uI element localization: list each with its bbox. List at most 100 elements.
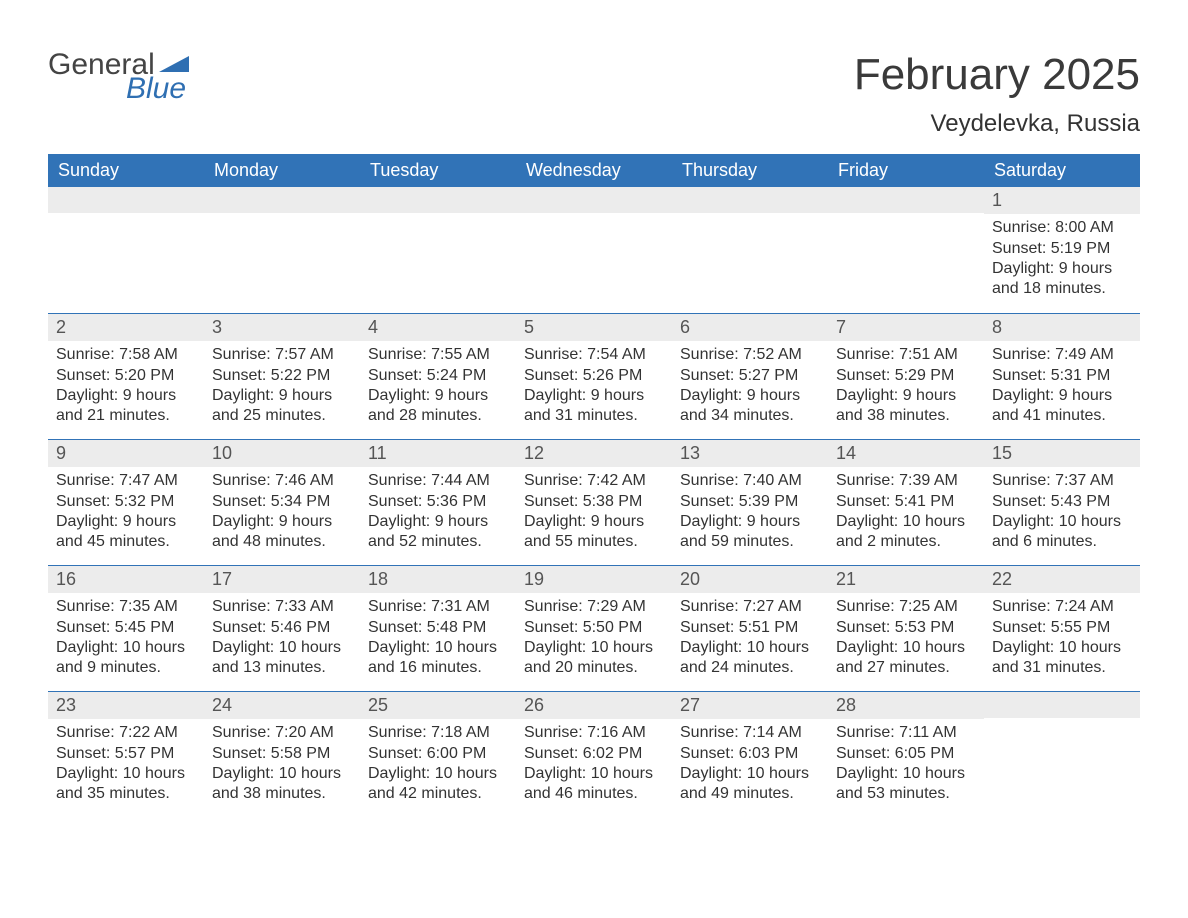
day-details: Sunrise: 7:57 AMSunset: 5:22 PMDaylight:… <box>212 345 352 427</box>
calendar-day-cell: 26Sunrise: 7:16 AMSunset: 6:02 PMDayligh… <box>516 692 672 817</box>
calendar-day-cell: 2 Sunrise: 7:58 AMSunset: 5:20 PMDaylight… <box>48 314 204 439</box>
sunrise-text: Sunrise: 7:11 AM <box>836 723 976 743</box>
calendar-day-cell: 11 Sunrise: 7:44 AMSunset: 5:36 PMDayligh… <box>360 440 516 565</box>
sunset-text: Sunset: 5:24 PM <box>368 366 508 386</box>
calendar-day-cell: 27Sunrise: 7:14 AMSunset: 6:03 PMDayligh… <box>672 692 828 817</box>
daylight-text: Daylight: 9 hours and 52 minutes. <box>368 512 508 553</box>
calendar-week-row: 23Sunrise: 7:22 AMSunset: 5:57 PMDayligh… <box>48 691 1140 817</box>
daylight-text: Daylight: 9 hours and 25 minutes. <box>212 386 352 427</box>
daylight-text: Daylight: 10 hours and 38 minutes. <box>212 764 352 805</box>
location-label: Veydelevka, Russia <box>854 110 1140 138</box>
sunset-text: Sunset: 5:22 PM <box>212 366 352 386</box>
day-number: 4 <box>360 314 516 341</box>
sunset-text: Sunset: 6:02 PM <box>524 744 664 764</box>
day-number: 3 <box>204 314 360 341</box>
day-details: Sunrise: 7:33 AMSunset: 5:46 PMDaylight:… <box>212 597 352 679</box>
sunrise-text: Sunrise: 7:52 AM <box>680 345 820 365</box>
day-details: Sunrise: 7:31 AMSunset: 5:48 PMDaylight:… <box>368 597 508 679</box>
brand-word2: Blue <box>126 74 186 104</box>
day-number <box>984 692 1140 718</box>
sunset-text: Sunset: 6:03 PM <box>680 744 820 764</box>
day-number: 21 <box>828 566 984 593</box>
sunrise-text: Sunrise: 7:46 AM <box>212 471 352 491</box>
day-details: Sunrise: 7:35 AMSunset: 5:45 PMDaylight:… <box>56 597 196 679</box>
calendar-day-cell <box>984 692 1140 817</box>
sunset-text: Sunset: 5:48 PM <box>368 618 508 638</box>
daylight-text: Daylight: 10 hours and 13 minutes. <box>212 638 352 679</box>
day-number: 25 <box>360 692 516 719</box>
day-details: Sunrise: 7:20 AMSunset: 5:58 PMDaylight:… <box>212 723 352 805</box>
day-details: Sunrise: 7:44 AMSunset: 5:36 PMDaylight:… <box>368 471 508 553</box>
daylight-text: Daylight: 9 hours and 34 minutes. <box>680 386 820 427</box>
day-number: 8 <box>984 314 1140 341</box>
calendar-week-row: 16 Sunrise: 7:35 AMSunset: 5:45 PMDayligh… <box>48 565 1140 691</box>
sunset-text: Sunset: 6:05 PM <box>836 744 976 764</box>
day-number: 19 <box>516 566 672 593</box>
day-number: 5 <box>516 314 672 341</box>
daylight-text: Daylight: 10 hours and 46 minutes. <box>524 764 664 805</box>
day-details: Sunrise: 7:47 AMSunset: 5:32 PMDaylight:… <box>56 471 196 553</box>
day-number: 6 <box>672 314 828 341</box>
day-number <box>672 187 828 213</box>
sunset-text: Sunset: 5:46 PM <box>212 618 352 638</box>
day-details: Sunrise: 7:16 AMSunset: 6:02 PMDaylight:… <box>524 723 664 805</box>
day-details: Sunrise: 7:39 AMSunset: 5:41 PMDaylight:… <box>836 471 976 553</box>
sunset-text: Sunset: 5:34 PM <box>212 492 352 512</box>
daylight-text: Daylight: 9 hours and 45 minutes. <box>56 512 196 553</box>
day-details: Sunrise: 8:00 AMSunset: 5:19 PMDaylight:… <box>992 218 1132 300</box>
sunrise-text: Sunrise: 7:44 AM <box>368 471 508 491</box>
daylight-text: Daylight: 10 hours and 42 minutes. <box>368 764 508 805</box>
calendar-week-row: 1 Sunrise: 8:00 AMSunset: 5:19 PMDaylight… <box>48 187 1140 313</box>
sunrise-text: Sunrise: 7:54 AM <box>524 345 664 365</box>
calendar-day-cell <box>672 187 828 313</box>
day-number: 11 <box>360 440 516 467</box>
day-number: 22 <box>984 566 1140 593</box>
daylight-text: Daylight: 10 hours and 31 minutes. <box>992 638 1132 679</box>
day-number: 12 <box>516 440 672 467</box>
day-number: 16 <box>48 566 204 593</box>
dow-monday: Monday <box>204 154 360 187</box>
day-number <box>204 187 360 213</box>
sunrise-text: Sunrise: 7:27 AM <box>680 597 820 617</box>
day-number: 27 <box>672 692 828 719</box>
day-number: 1 <box>984 187 1140 214</box>
day-details: Sunrise: 7:37 AMSunset: 5:43 PMDaylight:… <box>992 471 1132 553</box>
sunrise-text: Sunrise: 7:22 AM <box>56 723 196 743</box>
calendar-day-cell: 17 Sunrise: 7:33 AMSunset: 5:46 PMDayligh… <box>204 566 360 691</box>
sunset-text: Sunset: 5:55 PM <box>992 618 1132 638</box>
day-number <box>360 187 516 213</box>
daylight-text: Daylight: 10 hours and 35 minutes. <box>56 764 196 805</box>
day-number: 20 <box>672 566 828 593</box>
daylight-text: Daylight: 9 hours and 31 minutes. <box>524 386 664 427</box>
day-number: 2 <box>48 314 204 341</box>
sunset-text: Sunset: 6:00 PM <box>368 744 508 764</box>
calendar-day-cell <box>204 187 360 313</box>
sunset-text: Sunset: 5:31 PM <box>992 366 1132 386</box>
sunset-text: Sunset: 5:36 PM <box>368 492 508 512</box>
day-details: Sunrise: 7:24 AMSunset: 5:55 PMDaylight:… <box>992 597 1132 679</box>
day-number: 17 <box>204 566 360 593</box>
day-details: Sunrise: 7:22 AMSunset: 5:57 PMDaylight:… <box>56 723 196 805</box>
brand-logo: General Blue <box>48 50 189 104</box>
title-block: February 2025 Veydelevka, Russia <box>854 50 1140 138</box>
day-number <box>516 187 672 213</box>
daylight-text: Daylight: 9 hours and 28 minutes. <box>368 386 508 427</box>
calendar-day-cell <box>48 187 204 313</box>
day-details: Sunrise: 7:42 AMSunset: 5:38 PMDaylight:… <box>524 471 664 553</box>
calendar-day-cell: 20Sunrise: 7:27 AMSunset: 5:51 PMDayligh… <box>672 566 828 691</box>
daylight-text: Daylight: 9 hours and 48 minutes. <box>212 512 352 553</box>
calendar-day-cell: 19 Sunrise: 7:29 AMSunset: 5:50 PMDayligh… <box>516 566 672 691</box>
day-of-week-header: Sunday Monday Tuesday Wednesday Thursday… <box>48 154 1140 187</box>
daylight-text: Daylight: 10 hours and 16 minutes. <box>368 638 508 679</box>
day-details: Sunrise: 7:29 AMSunset: 5:50 PMDaylight:… <box>524 597 664 679</box>
day-number <box>48 187 204 213</box>
sunset-text: Sunset: 5:20 PM <box>56 366 196 386</box>
daylight-text: Daylight: 10 hours and 9 minutes. <box>56 638 196 679</box>
daylight-text: Daylight: 10 hours and 27 minutes. <box>836 638 976 679</box>
daylight-text: Daylight: 9 hours and 38 minutes. <box>836 386 976 427</box>
sunrise-text: Sunrise: 7:31 AM <box>368 597 508 617</box>
dow-friday: Friday <box>828 154 984 187</box>
day-details: Sunrise: 7:58 AMSunset: 5:20 PMDaylight:… <box>56 345 196 427</box>
sunrise-text: Sunrise: 7:35 AM <box>56 597 196 617</box>
calendar-day-cell: 21Sunrise: 7:25 AMSunset: 5:53 PMDayligh… <box>828 566 984 691</box>
